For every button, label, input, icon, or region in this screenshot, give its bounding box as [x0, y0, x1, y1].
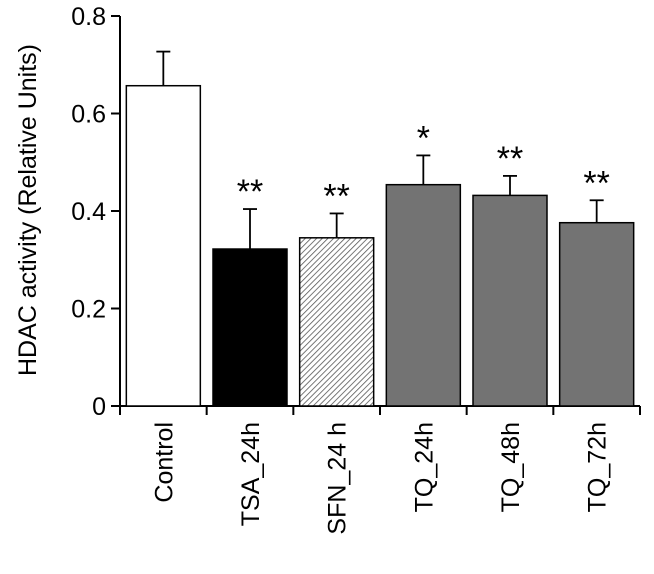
bar — [472, 194, 548, 407]
category-label: TQ_24h — [410, 422, 438, 512]
y-tick-label: 0.8 — [71, 3, 106, 31]
category-label: TQ_72h — [584, 422, 612, 512]
axes — [111, 15, 641, 415]
significance-label: ** — [323, 177, 349, 215]
bar — [558, 221, 635, 407]
y-axis-label: HDAC activity (Relative Units) — [14, 44, 42, 376]
y-tick-label: 0.4 — [71, 198, 106, 226]
bar — [298, 237, 375, 407]
bar — [212, 248, 288, 407]
y-tick-label: 0.6 — [71, 101, 106, 129]
y-tick-label: 0 — [92, 393, 106, 421]
category-label: SFN_24 h — [324, 422, 352, 535]
significance-label: ** — [237, 173, 263, 211]
bars — [125, 50, 635, 407]
y-tick-label: 0.2 — [71, 296, 106, 324]
bar — [385, 183, 462, 407]
category-label: TSA_24h — [237, 422, 265, 526]
labels: 0 0.2 0.4 0.6 0.8 Control ** TSA_24h ** SFN_24 h *… — [71, 3, 611, 535]
bar — [125, 84, 202, 407]
significance-label: ** — [497, 140, 523, 178]
significance-label: ** — [583, 164, 609, 202]
significance-label: * — [417, 119, 430, 157]
category-label: TQ_48h — [497, 422, 525, 512]
category-label: Control — [150, 422, 178, 503]
